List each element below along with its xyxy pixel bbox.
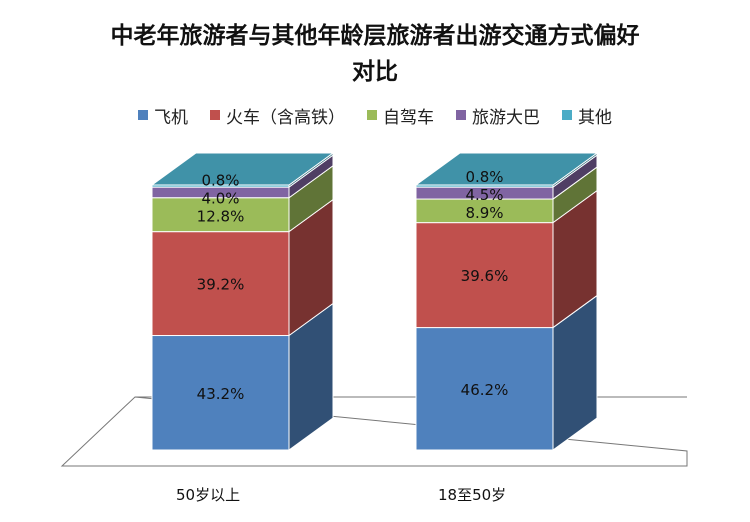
legend-swatch bbox=[562, 110, 572, 120]
data-label-1-2: 39.2% bbox=[197, 276, 245, 294]
legend-swatch bbox=[210, 110, 220, 120]
legend-label: 火车（含高铁） bbox=[226, 107, 345, 128]
legend-label: 其他 bbox=[578, 107, 612, 128]
bar-segment-1-1 bbox=[151, 335, 290, 451]
bar-segment-2-2 bbox=[415, 222, 554, 329]
data-label-2-3: 8.9% bbox=[465, 204, 503, 222]
data-label-1-1: 43.2% bbox=[197, 385, 245, 403]
bar-segment-1-3 bbox=[151, 197, 290, 233]
legend-item-其他: 其他 bbox=[562, 103, 612, 128]
legend-item-火车: 火车（含高铁） bbox=[210, 103, 345, 128]
legend-item-飞机: 飞机 bbox=[138, 103, 188, 128]
data-label-2-2: 39.6% bbox=[461, 267, 509, 285]
data-label-1-4: 4.0% bbox=[201, 190, 239, 208]
legend-item-旅游大巴: 旅游大巴 bbox=[456, 103, 540, 128]
legend-swatch bbox=[456, 110, 466, 120]
category-label-18to50: 18至50岁 bbox=[438, 486, 507, 504]
chart-legend: 飞机 火车（含高铁） 自驾车 旅游大巴 其他 bbox=[0, 103, 750, 128]
data-label-2-5: 0.8% bbox=[465, 168, 503, 186]
data-label-1-5: 0.8% bbox=[201, 172, 239, 190]
legend-swatch bbox=[138, 110, 148, 120]
data-label-2-1: 46.2% bbox=[461, 381, 509, 399]
category-label-50plus: 50岁以上 bbox=[176, 486, 241, 504]
legend-label: 自驾车 bbox=[383, 107, 434, 128]
legend-label: 旅游大巴 bbox=[472, 107, 540, 128]
data-label-1-3: 12.8% bbox=[197, 208, 245, 226]
data-label-2-4: 4.5% bbox=[465, 186, 503, 204]
legend-label: 飞机 bbox=[154, 107, 188, 128]
bar-top-1 bbox=[150, 152, 335, 186]
chart-title-line-2: 对比 bbox=[352, 58, 398, 85]
bar-segment-1-2 bbox=[151, 231, 290, 337]
legend-swatch bbox=[367, 110, 377, 120]
bar-top-2 bbox=[414, 152, 599, 186]
chart-title-line-1: 中老年旅游者与其他年龄层旅游者出游交通方式偏好 bbox=[110, 22, 640, 49]
legend-item-自驾车: 自驾车 bbox=[367, 103, 434, 128]
